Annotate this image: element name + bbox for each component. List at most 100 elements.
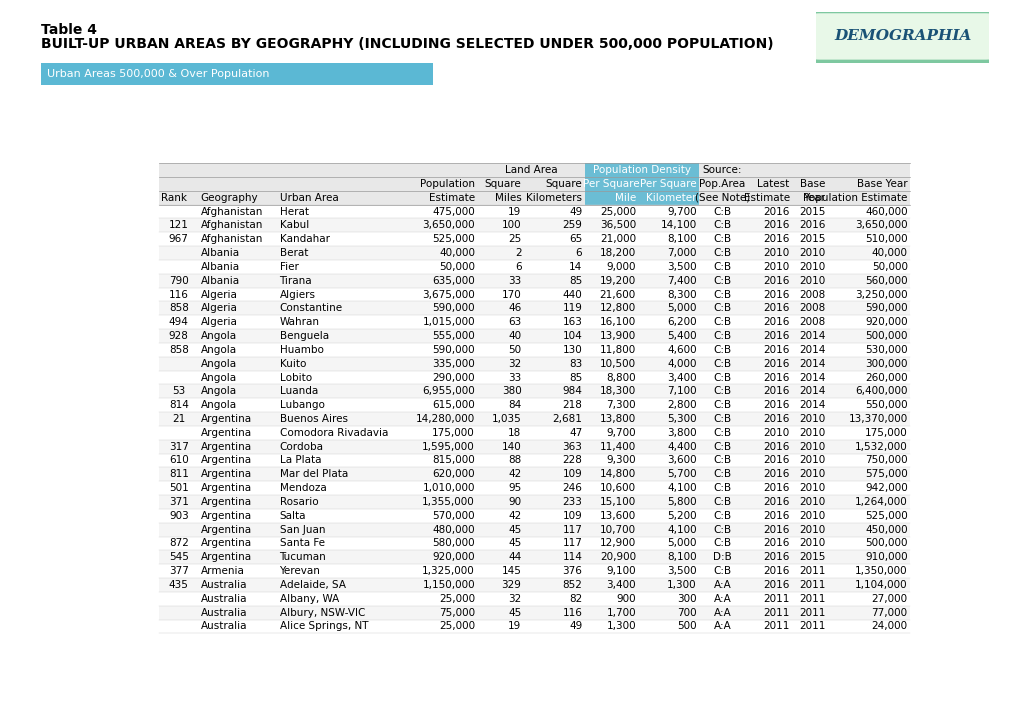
Text: 82: 82 — [569, 594, 582, 603]
Text: 811: 811 — [169, 469, 189, 479]
Bar — [159, 384, 909, 398]
Text: 4,000: 4,000 — [666, 358, 696, 368]
Text: Geography: Geography — [201, 193, 258, 203]
Bar — [159, 578, 909, 592]
Text: 12,900: 12,900 — [599, 539, 635, 549]
Text: Argentina: Argentina — [201, 539, 252, 549]
Text: Argentina: Argentina — [201, 525, 252, 535]
Text: 3,650,000: 3,650,000 — [854, 221, 907, 231]
Text: 10,500: 10,500 — [599, 358, 635, 368]
Text: 984: 984 — [561, 386, 582, 397]
Text: 18,300: 18,300 — [599, 386, 635, 397]
Bar — [159, 260, 909, 274]
Text: 2010: 2010 — [799, 510, 824, 521]
Text: 5,000: 5,000 — [666, 304, 696, 314]
Text: 700: 700 — [677, 608, 696, 618]
Text: 3,250,000: 3,250,000 — [854, 290, 907, 299]
Text: 2010: 2010 — [799, 248, 824, 258]
Text: 175,000: 175,000 — [864, 428, 907, 438]
Text: 32: 32 — [507, 594, 521, 603]
Text: Argentina: Argentina — [201, 414, 252, 424]
Text: 5,200: 5,200 — [666, 510, 696, 521]
Bar — [159, 592, 909, 606]
Text: 2011: 2011 — [798, 608, 824, 618]
Text: Australia: Australia — [201, 622, 247, 632]
Text: Argentina: Argentina — [201, 442, 252, 451]
Text: 14: 14 — [569, 262, 582, 272]
Text: C:B: C:B — [712, 234, 731, 244]
Text: Argentina: Argentina — [201, 552, 252, 562]
Text: 2016: 2016 — [762, 317, 789, 327]
Text: 25,000: 25,000 — [438, 622, 475, 632]
Text: 3,675,000: 3,675,000 — [422, 290, 475, 299]
Text: Source:: Source: — [702, 165, 742, 175]
Bar — [159, 274, 909, 288]
Text: 117: 117 — [561, 525, 582, 535]
Text: 5,700: 5,700 — [666, 469, 696, 479]
Text: 228: 228 — [561, 456, 582, 466]
Text: 501: 501 — [169, 483, 189, 493]
Text: 121: 121 — [169, 221, 189, 231]
Text: 260,000: 260,000 — [864, 373, 907, 383]
Text: DEMOGRAPHIA: DEMOGRAPHIA — [834, 30, 970, 43]
Text: 7,300: 7,300 — [605, 400, 635, 410]
Text: 371: 371 — [169, 497, 189, 507]
Text: 2011: 2011 — [798, 594, 824, 603]
Text: 116: 116 — [169, 290, 189, 299]
Text: D:B: D:B — [712, 552, 731, 562]
Text: C:B: C:B — [712, 539, 731, 549]
Text: 440: 440 — [562, 290, 582, 299]
Text: Armenia: Armenia — [201, 566, 245, 576]
Bar — [159, 205, 909, 218]
Text: 13,370,000: 13,370,000 — [848, 414, 907, 424]
Text: 494: 494 — [169, 317, 189, 327]
Text: 25,000: 25,000 — [599, 206, 635, 216]
Text: 8,800: 8,800 — [605, 373, 635, 383]
Text: 500,000: 500,000 — [864, 539, 907, 549]
Text: 19: 19 — [507, 622, 521, 632]
Text: 2016: 2016 — [762, 414, 789, 424]
Text: 852: 852 — [561, 580, 582, 590]
Text: C:B: C:B — [712, 345, 731, 355]
Text: 145: 145 — [501, 566, 521, 576]
Text: 3,800: 3,800 — [666, 428, 696, 438]
Bar — [159, 509, 909, 523]
Text: 2010: 2010 — [762, 262, 789, 272]
Text: 858: 858 — [169, 304, 189, 314]
Text: 47: 47 — [569, 428, 582, 438]
Bar — [159, 329, 909, 343]
Text: C:B: C:B — [712, 290, 731, 299]
Text: Australia: Australia — [201, 580, 247, 590]
Text: 2016: 2016 — [762, 539, 789, 549]
Text: 7,000: 7,000 — [666, 248, 696, 258]
Text: Urban Areas 500,000 & Over Population: Urban Areas 500,000 & Over Population — [47, 69, 269, 79]
Text: 550,000: 550,000 — [864, 400, 907, 410]
Text: 530,000: 530,000 — [864, 345, 907, 355]
Bar — [159, 565, 909, 578]
Bar — [159, 232, 909, 246]
Text: 2014: 2014 — [798, 373, 824, 383]
Bar — [584, 163, 698, 205]
Text: 575,000: 575,000 — [864, 469, 907, 479]
Bar — [159, 536, 909, 550]
Text: 109: 109 — [562, 510, 582, 521]
Text: 170: 170 — [501, 290, 521, 299]
Text: 376: 376 — [561, 566, 582, 576]
Text: Latest: Latest — [757, 179, 789, 189]
Text: 114: 114 — [561, 552, 582, 562]
Text: Berat: Berat — [279, 248, 308, 258]
Bar — [159, 426, 909, 440]
Text: 116: 116 — [561, 608, 582, 618]
Bar — [159, 301, 909, 315]
Text: Algiers: Algiers — [279, 290, 315, 299]
Text: 2014: 2014 — [798, 345, 824, 355]
Text: A:A: A:A — [712, 580, 731, 590]
Text: 49: 49 — [569, 206, 582, 216]
Text: Wahran: Wahran — [279, 317, 319, 327]
Bar — [159, 246, 909, 260]
Text: 300: 300 — [677, 594, 696, 603]
Text: 2010: 2010 — [799, 497, 824, 507]
Text: Land Area: Land Area — [504, 165, 556, 175]
Bar — [159, 288, 909, 301]
Text: Albania: Albania — [201, 262, 239, 272]
